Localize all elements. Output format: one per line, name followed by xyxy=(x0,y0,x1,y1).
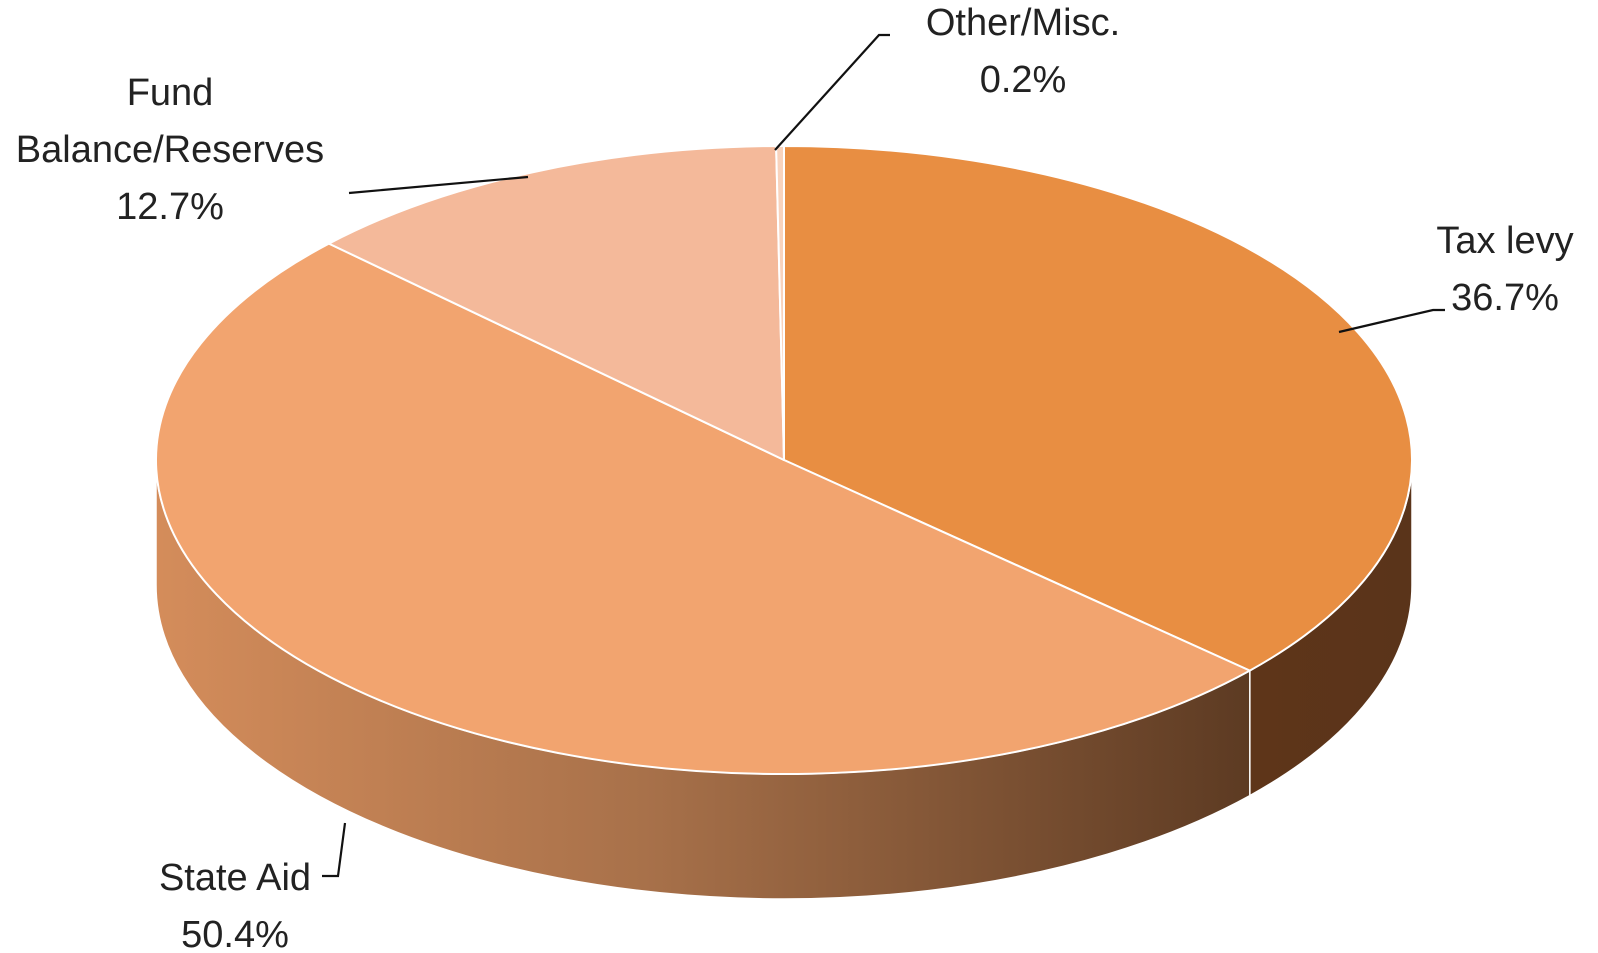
slice-label-state-aid: State Aid xyxy=(159,857,311,899)
slice-state-aid xyxy=(154,242,1251,775)
slice-value-tax-levy: 36.7% xyxy=(1451,277,1559,319)
leader-line-other-misc xyxy=(774,33,890,151)
pie-slices xyxy=(154,144,1413,775)
slice-fund-balance xyxy=(327,145,785,461)
slice-label-tax-levy: Tax levy xyxy=(1436,220,1573,262)
slice-value-state-aid: 50.4% xyxy=(181,914,289,953)
slice-label-fund-balance-line2: Balance/Reserves xyxy=(16,129,324,171)
leader-line-tax-levy xyxy=(1338,308,1445,334)
leader-line-fund-balance xyxy=(348,175,529,195)
leader-lines xyxy=(322,33,1445,878)
slice-value-fund-balance: 12.7% xyxy=(116,186,224,228)
slice-label-fund-balance-line1: Fund xyxy=(127,72,214,114)
slice-tax-levy xyxy=(783,145,1413,672)
leader-line-state-aid xyxy=(322,822,347,878)
slice-label-other-misc: Other/Misc. xyxy=(926,2,1120,44)
slice-value-other-misc: 0.2% xyxy=(980,59,1067,101)
